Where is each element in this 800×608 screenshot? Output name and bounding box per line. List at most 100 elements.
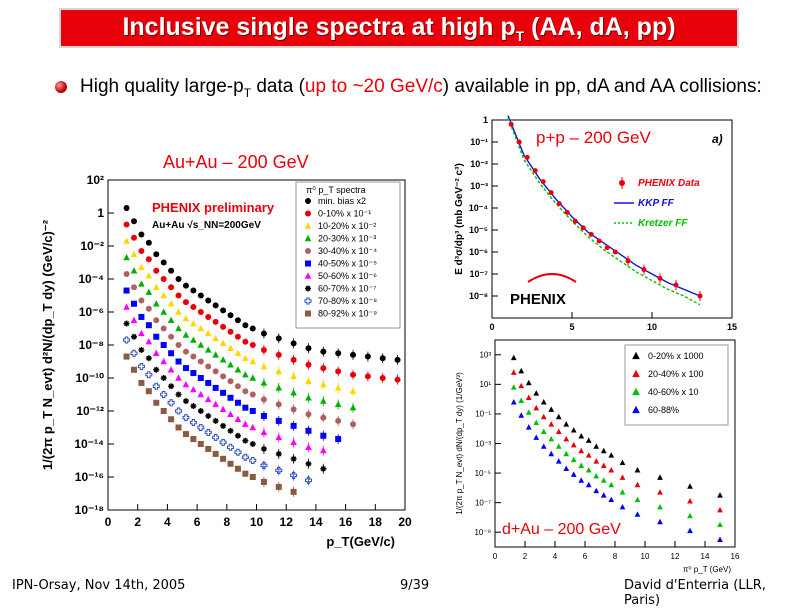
data-point bbox=[227, 460, 234, 467]
data-point bbox=[123, 205, 130, 212]
data-point bbox=[585, 466, 592, 473]
data-point bbox=[290, 438, 297, 446]
data-point bbox=[305, 377, 312, 384]
series-3 bbox=[123, 253, 357, 413]
data-point bbox=[379, 375, 386, 381]
y-tick-label: 10⁻¹⁰ bbox=[76, 371, 105, 385]
x-tick-label: 14 bbox=[701, 552, 710, 561]
data-point bbox=[578, 462, 585, 469]
data-point bbox=[275, 450, 282, 457]
data-point bbox=[241, 453, 249, 461]
data-point bbox=[145, 355, 152, 362]
data-point bbox=[205, 313, 212, 320]
data-point bbox=[290, 372, 297, 380]
legend-box bbox=[295, 181, 401, 329]
data-point bbox=[152, 349, 160, 356]
data-point bbox=[275, 335, 282, 342]
data-point bbox=[153, 317, 160, 324]
y-tick-label: 1 bbox=[97, 206, 104, 220]
data-point bbox=[320, 381, 327, 388]
data-point bbox=[145, 305, 152, 312]
data-point bbox=[160, 291, 167, 299]
data-point bbox=[197, 441, 204, 447]
y-tick-label: 10⁻¹⁴ bbox=[74, 437, 104, 451]
data-point bbox=[564, 209, 570, 215]
data-point bbox=[518, 382, 525, 389]
data-point bbox=[182, 348, 189, 355]
data-point bbox=[320, 414, 327, 421]
data-point bbox=[182, 414, 190, 422]
x-tick-label: 12 bbox=[671, 552, 680, 561]
bullet-highlight: up to ~20 GeV/c bbox=[304, 76, 443, 97]
data-point bbox=[190, 336, 197, 343]
data-point bbox=[205, 297, 212, 304]
slide-title-subscript: T bbox=[515, 27, 525, 44]
data-point bbox=[290, 406, 297, 413]
x-tick-label: 10 bbox=[250, 515, 264, 529]
data-point bbox=[197, 341, 205, 348]
data-point bbox=[220, 455, 227, 462]
y-axis-label: 1/(2π p_T N_evt) d²N/(dp_T dy) (GeV/c)⁻² bbox=[40, 219, 55, 470]
y-tick-label: 10⁻⁸ bbox=[79, 338, 104, 352]
data-point bbox=[249, 325, 256, 332]
data-point bbox=[394, 356, 401, 363]
data-point bbox=[205, 445, 212, 452]
data-point bbox=[275, 483, 282, 490]
data-point bbox=[145, 371, 153, 379]
data-point bbox=[260, 379, 268, 386]
slide-title: Inclusive single spectra at high pT (AA,… bbox=[122, 13, 675, 44]
data-point bbox=[227, 443, 235, 451]
legend-marker bbox=[305, 210, 311, 217]
data-point bbox=[335, 368, 342, 375]
data-point bbox=[152, 300, 160, 307]
data-point bbox=[320, 432, 327, 439]
legend-entry: 30-40% x 10⁻⁴ bbox=[318, 246, 377, 256]
data-point bbox=[570, 441, 577, 448]
series-2 bbox=[123, 237, 357, 397]
data-point bbox=[130, 316, 138, 323]
y-tick-label: 10⁻¹⁶ bbox=[75, 470, 104, 484]
data-point bbox=[634, 481, 641, 488]
kretzer-curve bbox=[507, 117, 701, 306]
x-tick-label: 4 bbox=[164, 515, 171, 529]
data-point bbox=[153, 366, 160, 373]
data-point bbox=[349, 387, 357, 394]
y-tick-label: 10⁻⁹ bbox=[474, 528, 491, 537]
legend-entry: min. bias x2 bbox=[318, 196, 366, 206]
data-point bbox=[697, 293, 703, 299]
series-8 bbox=[123, 336, 312, 486]
data-point bbox=[275, 384, 283, 391]
data-point bbox=[525, 409, 532, 415]
data-point bbox=[168, 284, 175, 291]
data-point bbox=[204, 395, 212, 403]
legend-entry: Kretzer FF bbox=[638, 218, 688, 229]
data-point bbox=[145, 288, 153, 295]
data-point bbox=[189, 419, 197, 427]
x-tick-label: 0 bbox=[105, 515, 112, 529]
data-point bbox=[260, 362, 268, 370]
data-point bbox=[249, 391, 256, 398]
data-point bbox=[570, 427, 577, 433]
data-point bbox=[555, 443, 562, 449]
data-point bbox=[290, 488, 297, 495]
data-point bbox=[130, 300, 137, 307]
data-point bbox=[524, 154, 530, 160]
legend-marker bbox=[632, 351, 640, 360]
data-point bbox=[290, 422, 297, 429]
data-point bbox=[175, 391, 182, 398]
data-point bbox=[190, 319, 197, 327]
legend-entry: 20-40% x 100 bbox=[648, 369, 704, 379]
data-point bbox=[145, 322, 152, 329]
data-point bbox=[182, 365, 189, 372]
data-point bbox=[220, 373, 227, 380]
data-point bbox=[197, 358, 204, 365]
legend-marker bbox=[632, 369, 640, 378]
data-point bbox=[242, 388, 249, 395]
x-tick-label: 8 bbox=[613, 552, 618, 561]
data-point bbox=[518, 367, 525, 374]
data-point bbox=[182, 315, 190, 322]
slide-title-main: Inclusive single spectra at high p bbox=[122, 12, 516, 41]
data-point bbox=[160, 408, 167, 414]
data-point bbox=[138, 313, 145, 320]
